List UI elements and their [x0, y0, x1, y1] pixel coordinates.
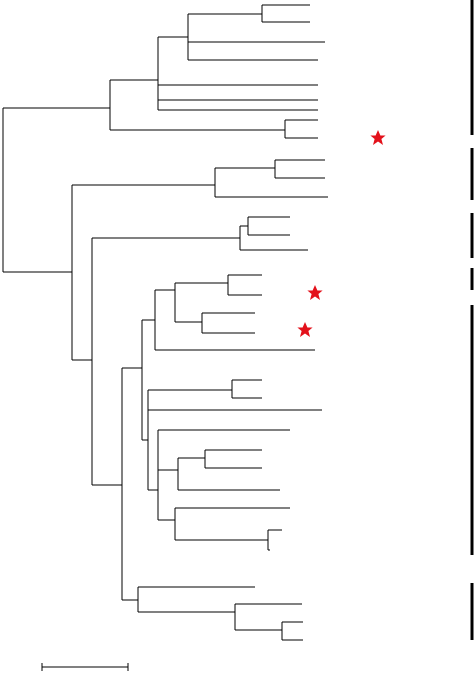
scale-bar: [41, 663, 129, 671]
star: [307, 285, 323, 300]
star: [370, 130, 386, 145]
stars: [297, 130, 386, 337]
star: [297, 322, 313, 337]
tree-branches: [2, 4, 328, 641]
